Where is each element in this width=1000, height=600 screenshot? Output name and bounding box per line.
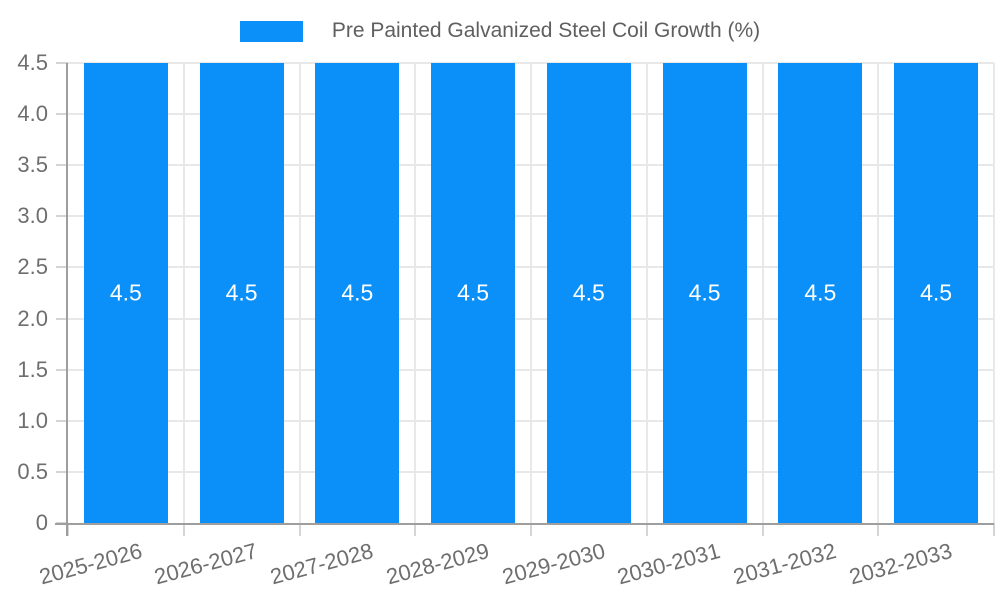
x-axis-category-label: 2026-2027 [151, 538, 261, 590]
legend-swatch [239, 20, 303, 42]
gridline-vertical [182, 63, 185, 523]
y-axis-tick-label: 4.0 [17, 101, 48, 127]
bar[interactable]: 4.5 [778, 63, 863, 523]
y-axis-tick [56, 368, 68, 371]
bar-value-label: 4.5 [225, 279, 258, 306]
gridline-vertical [877, 63, 880, 523]
gridline-vertical [645, 63, 648, 523]
bar[interactable]: 4.5 [894, 63, 979, 523]
y-axis-tick [56, 62, 68, 64]
y-axis-tick [56, 113, 68, 116]
gridline-vertical [993, 63, 995, 523]
x-axis-line [55, 523, 994, 525]
bar-value-label: 4.5 [457, 279, 490, 306]
gridline-vertical [414, 63, 417, 523]
x-axis-category-label: 2025-2026 [36, 538, 145, 590]
y-axis-tick-label: 2.0 [17, 305, 48, 331]
x-axis-tick [761, 523, 764, 536]
x-axis-category-label: 2032-2033 [846, 538, 955, 590]
y-axis-tick-label: 4.5 [17, 50, 48, 75]
y-axis-tick-label: 2.5 [17, 254, 48, 280]
y-axis-tick-label: 3.5 [17, 152, 48, 178]
bar-value-label: 4.5 [109, 279, 142, 306]
x-axis-category-label: 2029-2030 [499, 538, 608, 590]
bar-value-label: 4.5 [341, 279, 374, 306]
y-axis-tick [56, 470, 68, 473]
y-axis-tick-label: 0.5 [17, 458, 48, 484]
legend-label: Pre Painted Galvanized Steel Coil Growth… [331, 19, 761, 42]
bar-value-label: 4.5 [572, 279, 605, 306]
y-axis-tick-label: 1.5 [17, 356, 48, 382]
x-axis-tick [530, 523, 532, 536]
bar[interactable]: 4.5 [431, 63, 516, 523]
y-axis-tick [56, 419, 68, 422]
x-axis-tick [993, 523, 995, 536]
x-axis-tick [877, 523, 880, 536]
y-axis-tick-label: 3.0 [17, 203, 48, 229]
gridline-vertical [761, 63, 764, 523]
x-axis-tick [414, 523, 417, 536]
bar[interactable]: 4.5 [546, 63, 631, 523]
y-axis-tick-label: 0 [35, 510, 48, 535]
x-axis-category-label: 2031-2032 [730, 538, 839, 590]
x-axis-category-label: 2030-2031 [614, 538, 724, 590]
x-axis-tick [298, 523, 301, 536]
legend[interactable]: Pre Painted Galvanized Steel Coil Growth… [0, 19, 1000, 43]
bar[interactable]: 4.5 [662, 63, 747, 523]
y-axis-tick [56, 164, 68, 167]
x-axis-tick [67, 523, 69, 536]
bar-value-label: 4.5 [804, 279, 837, 306]
bar[interactable]: 4.5 [199, 63, 284, 523]
gridline-vertical [298, 63, 301, 523]
bar-value-label: 4.5 [688, 279, 721, 306]
bar[interactable]: 4.5 [83, 63, 168, 523]
y-axis-line [66, 63, 68, 536]
x-axis-tick [182, 523, 185, 536]
y-axis-tick [56, 266, 68, 269]
bar-value-label: 4.5 [920, 279, 953, 306]
x-axis-category-label: 2027-2028 [267, 538, 376, 590]
y-axis-tick [56, 215, 68, 218]
gridline-vertical [530, 63, 532, 523]
bar[interactable]: 4.5 [315, 63, 400, 523]
x-axis-tick [645, 523, 648, 536]
y-axis-tick-label: 1.0 [17, 407, 48, 433]
y-axis-tick [56, 317, 68, 320]
x-axis-category-label: 2028-2029 [383, 538, 492, 590]
